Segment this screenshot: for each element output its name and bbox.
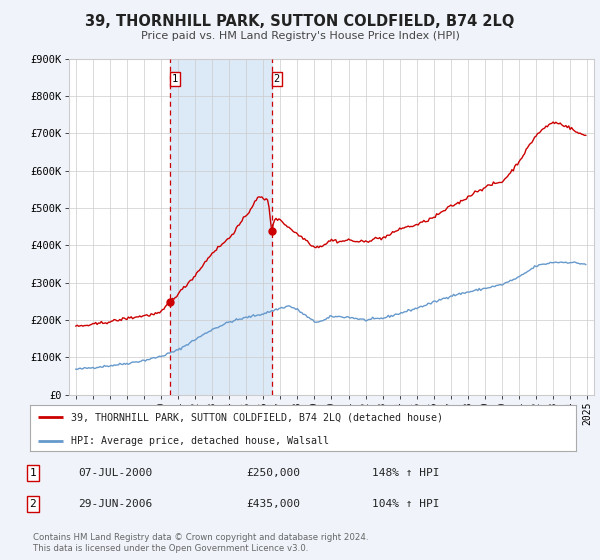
Text: £250,000: £250,000: [246, 468, 300, 478]
Text: Contains HM Land Registry data © Crown copyright and database right 2024.
This d: Contains HM Land Registry data © Crown c…: [33, 533, 368, 553]
Text: 148% ↑ HPI: 148% ↑ HPI: [372, 468, 439, 478]
Text: 39, THORNHILL PARK, SUTTON COLDFIELD, B74 2LQ: 39, THORNHILL PARK, SUTTON COLDFIELD, B7…: [85, 14, 515, 29]
Text: 39, THORNHILL PARK, SUTTON COLDFIELD, B74 2LQ (detached house): 39, THORNHILL PARK, SUTTON COLDFIELD, B7…: [71, 412, 443, 422]
Text: 104% ↑ HPI: 104% ↑ HPI: [372, 499, 439, 509]
Text: 07-JUL-2000: 07-JUL-2000: [78, 468, 152, 478]
Text: Price paid vs. HM Land Registry's House Price Index (HPI): Price paid vs. HM Land Registry's House …: [140, 31, 460, 41]
Text: HPI: Average price, detached house, Walsall: HPI: Average price, detached house, Wals…: [71, 436, 329, 446]
Bar: [170, 59, 272, 395]
Text: 1: 1: [172, 74, 178, 85]
Text: 2: 2: [29, 499, 37, 509]
Text: 1: 1: [29, 468, 37, 478]
Text: 29-JUN-2006: 29-JUN-2006: [78, 499, 152, 509]
Text: £435,000: £435,000: [246, 499, 300, 509]
Text: 2: 2: [274, 74, 280, 85]
